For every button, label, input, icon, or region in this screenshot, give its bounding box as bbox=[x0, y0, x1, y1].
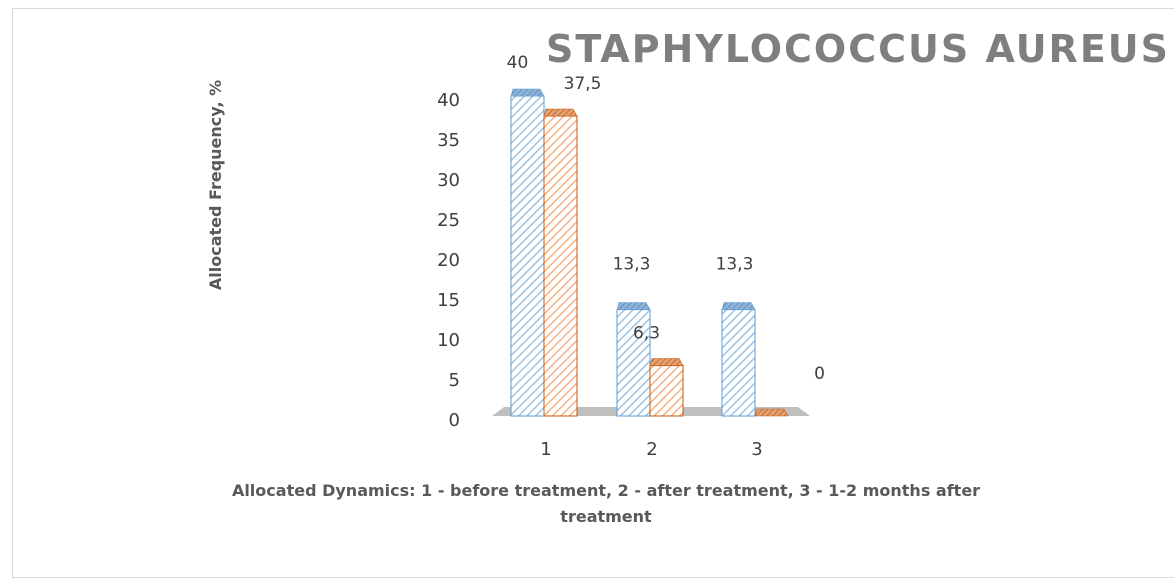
y-tick-label: 0 bbox=[449, 410, 460, 431]
plot-area: 0 5 10 15 20 25 30 35 40 1 2 3 40 13,3 13,3 37,5 6,3 0 bbox=[437, 53, 825, 460]
data-label: 13,3 bbox=[716, 255, 754, 275]
bar-top bbox=[616, 302, 651, 310]
y-axis-title: Allocated Frequency, % bbox=[206, 80, 225, 290]
y-tick-label: 25 bbox=[437, 210, 460, 231]
bar bbox=[543, 108, 578, 417]
data-label: 0 bbox=[814, 364, 825, 384]
data-label: 37,5 bbox=[564, 74, 602, 94]
bar-top bbox=[510, 88, 545, 97]
y-tick-label: 40 bbox=[437, 90, 460, 111]
bar-top bbox=[543, 108, 578, 117]
data-label: 6,3 bbox=[633, 324, 660, 344]
data-label: 13,3 bbox=[613, 255, 651, 275]
y-tick-label: 30 bbox=[437, 170, 460, 191]
x-axis-title-line1: Allocated Dynamics: 1 - before treatment… bbox=[232, 481, 980, 500]
x-axis-title-line2: treatment bbox=[560, 507, 652, 526]
y-tick-label: 10 bbox=[437, 330, 460, 351]
y-tick-label: 5 bbox=[449, 370, 460, 391]
bar-front bbox=[543, 115, 578, 417]
y-tick-label: 35 bbox=[437, 130, 460, 151]
x-tick-label: 2 bbox=[646, 439, 657, 460]
data-label: 40 bbox=[507, 53, 529, 73]
y-tick-label: 15 bbox=[437, 290, 460, 311]
bar bbox=[754, 408, 789, 417]
bar bbox=[721, 302, 756, 417]
x-tick-label: 1 bbox=[540, 439, 551, 460]
bar-top bbox=[721, 302, 756, 310]
bar-front bbox=[510, 95, 545, 417]
chart-title: STAPHYLOCOCCUS AUREUS bbox=[546, 27, 1170, 71]
y-tick-label: 20 bbox=[437, 250, 460, 271]
bar-front bbox=[721, 309, 756, 417]
bar bbox=[510, 88, 545, 417]
bar-top bbox=[754, 408, 789, 417]
bar-front bbox=[616, 309, 651, 417]
bar bbox=[649, 358, 684, 417]
x-tick-label: 3 bbox=[751, 439, 762, 460]
bar-top bbox=[649, 358, 684, 366]
bar-front bbox=[649, 365, 684, 417]
bar bbox=[616, 302, 651, 417]
